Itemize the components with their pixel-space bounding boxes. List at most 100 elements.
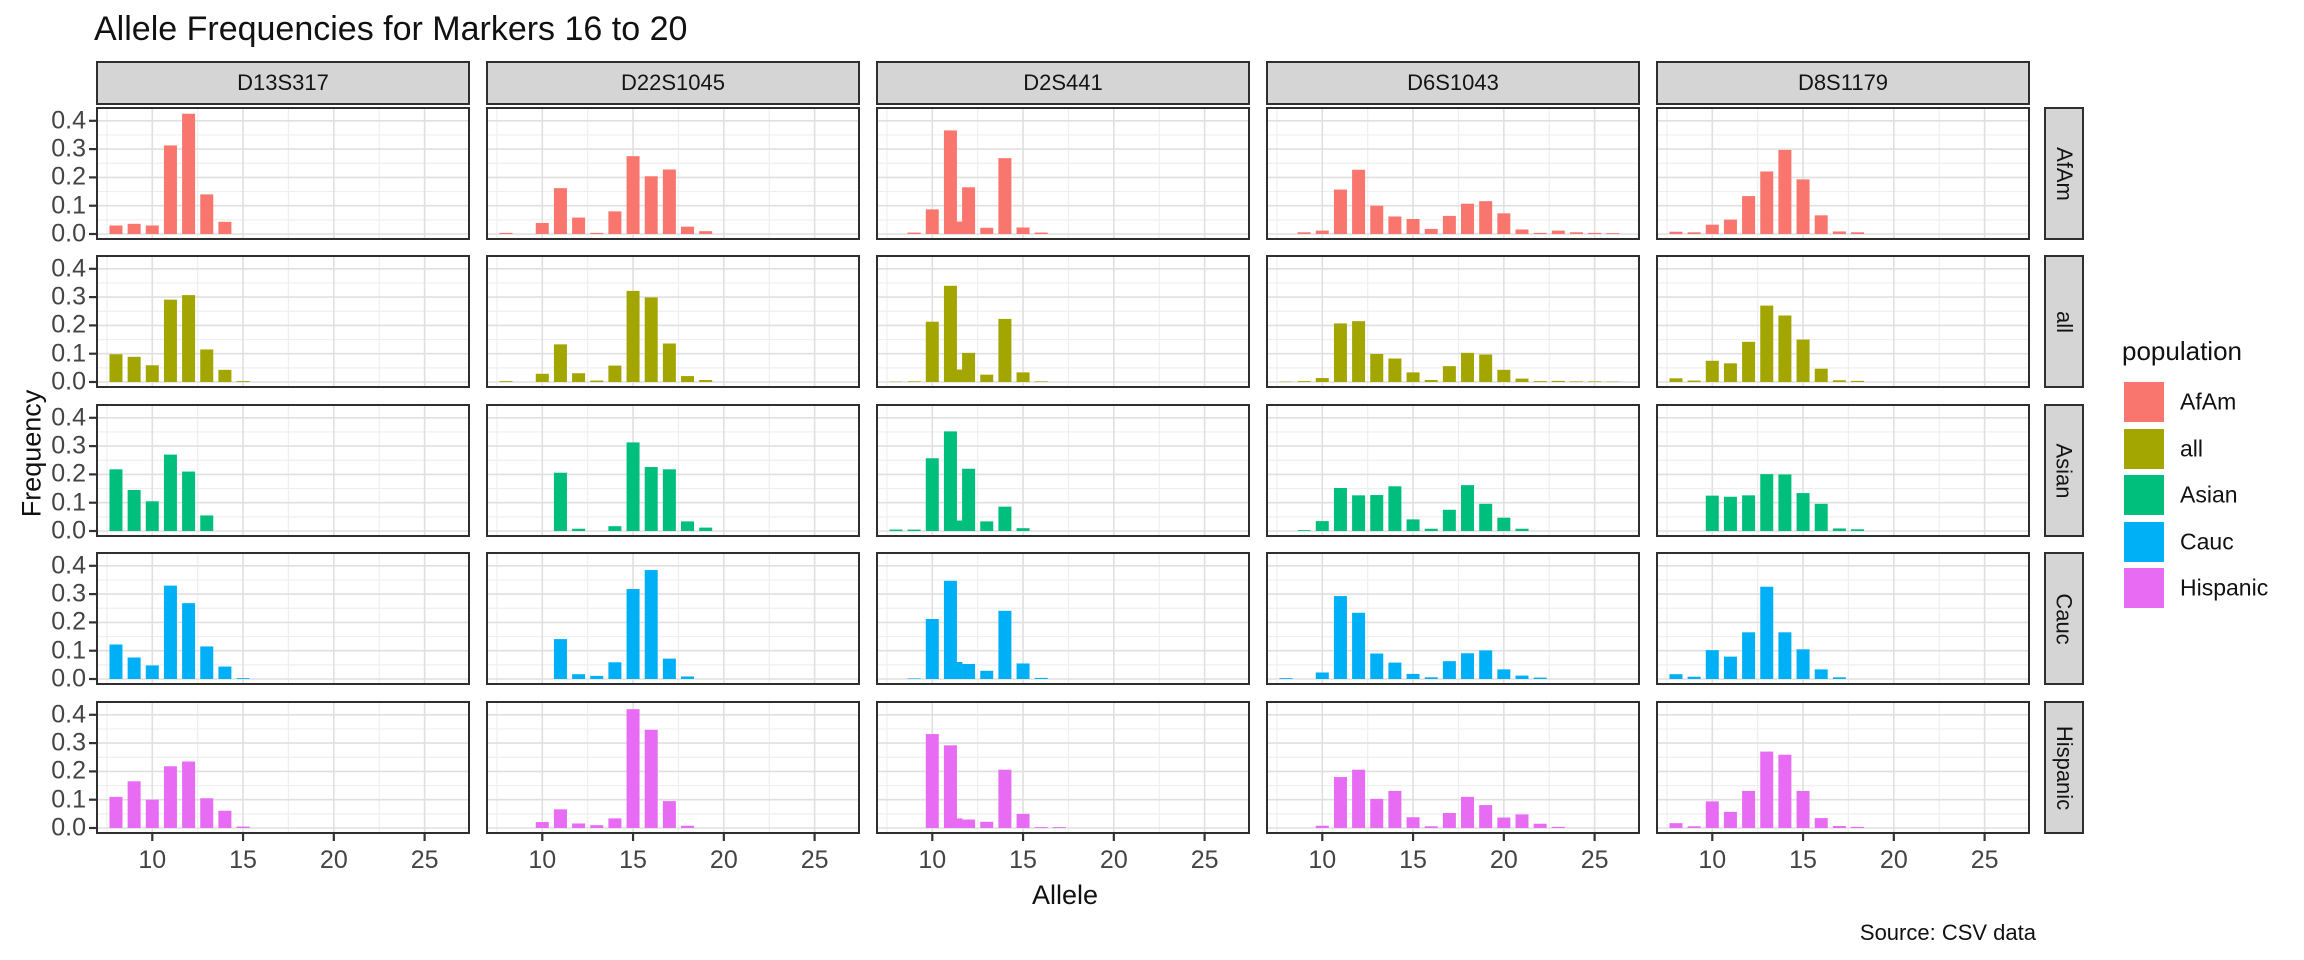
bar-allele-13	[980, 670, 994, 679]
bar-allele-16	[1814, 503, 1828, 531]
bar-allele-10	[1705, 360, 1719, 382]
bar-allele-12	[1742, 790, 1756, 828]
bar-allele-12	[182, 113, 196, 234]
bar-allele-11	[163, 585, 177, 679]
bar-allele-15	[626, 589, 640, 679]
bar-allele-11.3	[949, 221, 963, 234]
y-tick-label: 0.3	[51, 431, 86, 460]
panel-D2S441-all	[876, 255, 1250, 388]
bar-allele-11	[553, 188, 567, 234]
bar-allele-17	[1832, 528, 1846, 531]
bar-allele-18	[1461, 352, 1475, 382]
x-tick-label: 20	[709, 846, 738, 874]
x-tick-label: 15	[1009, 846, 1037, 874]
bar-allele-17	[1052, 827, 1066, 828]
x-tick-label: 20	[1879, 846, 1908, 874]
bar-allele-20	[1497, 669, 1511, 679]
bar-allele-8	[109, 354, 123, 382]
bar-allele-12	[1742, 495, 1756, 531]
bar-allele-12	[962, 352, 976, 382]
column-strip-D2S441: D2S441	[876, 61, 1250, 105]
bar-allele-11	[943, 431, 957, 531]
bar-allele-17	[662, 469, 676, 531]
bar-allele-14	[998, 769, 1012, 828]
bar-allele-9	[127, 356, 141, 382]
bar-allele-11	[1723, 363, 1737, 382]
bar-allele-15	[1016, 663, 1030, 679]
panel-D13S317-Asian	[89, 404, 470, 537]
bar-allele-13	[1370, 495, 1384, 531]
bar-allele-10	[1705, 801, 1719, 828]
bar-allele-16	[1424, 677, 1438, 679]
bar-allele-14	[1388, 486, 1402, 531]
panel-D22S1045-AfAm	[486, 107, 860, 240]
bar-allele-19	[1479, 503, 1493, 531]
y-tick-label: 0.2	[51, 162, 86, 191]
panel-D6S1043-Hispanic	[1266, 701, 1640, 841]
bar-allele-12	[1742, 632, 1756, 680]
bar-allele-13	[1370, 205, 1384, 234]
bar-allele-19	[699, 380, 713, 382]
bar-allele-11	[1333, 487, 1347, 531]
bar-allele-14	[998, 158, 1012, 234]
bar-allele-16	[1424, 826, 1438, 828]
bar-allele-13	[980, 821, 994, 828]
x-tick-label: 25	[1190, 846, 1219, 874]
bar-allele-15	[1016, 227, 1030, 234]
bar-allele-13	[200, 194, 214, 234]
y-tick-label: 0.2	[51, 607, 86, 636]
bar-allele-12	[572, 217, 586, 234]
bar-allele-13	[200, 798, 214, 828]
x-tick-label: 15	[619, 846, 647, 874]
bar-allele-12	[962, 664, 976, 679]
x-axis-title: Allele	[1031, 880, 1099, 910]
bar-allele-11	[163, 145, 177, 234]
y-tick-label: 0.1	[51, 636, 86, 665]
bar-allele-13	[200, 349, 214, 382]
row-strip-all: all	[2044, 255, 2084, 388]
bar-allele-18	[681, 226, 695, 234]
bar-allele-8	[1279, 678, 1293, 679]
y-tick-label: 0.2	[51, 459, 86, 488]
bar-allele-11	[1333, 323, 1347, 382]
bar-allele-10	[535, 822, 549, 828]
x-tick-label: 10	[918, 846, 947, 874]
bar-allele-15	[626, 290, 640, 382]
bar-allele-11	[943, 745, 957, 828]
bar-allele-12	[1352, 769, 1366, 828]
row-strip-AfAm: AfAm	[2044, 107, 2084, 240]
panel-D22S1045-Cauc	[486, 552, 860, 685]
x-tick-label: 15	[1399, 846, 1427, 874]
bar-allele-18	[681, 676, 695, 679]
panel-D13S317-all	[89, 255, 470, 388]
bar-allele-13	[590, 232, 604, 234]
bar-allele-15	[236, 678, 250, 679]
bar-allele-9	[1297, 232, 1311, 234]
bar-allele-16	[1814, 368, 1828, 382]
y-tick-label: 0.3	[51, 282, 86, 311]
source-note: Source: CSV data	[1859, 920, 2036, 945]
panel-D2S441-Cauc	[876, 552, 1250, 685]
bar-allele-13	[590, 825, 604, 828]
bar-allele-9	[1297, 530, 1311, 531]
y-tick-label: 0.0	[51, 664, 86, 693]
bar-allele-22	[1533, 232, 1547, 234]
bar-allele-17	[1832, 231, 1846, 234]
y-tick-label: 0.4	[51, 106, 86, 135]
bar-allele-15	[1016, 528, 1030, 531]
row-strip-Hispanic: Hispanic	[2044, 701, 2084, 834]
bar-allele-16	[1424, 380, 1438, 382]
y-tick-label: 0.0	[51, 516, 86, 545]
panel-D6S1043-AfAm	[1266, 107, 1640, 240]
bar-allele-14	[1778, 754, 1792, 828]
legend-key-Asian	[2124, 475, 2164, 515]
bar-allele-15	[1796, 790, 1810, 828]
y-tick-label: 0.3	[51, 728, 86, 757]
bar-allele-17	[662, 658, 676, 679]
chart-title: Allele Frequencies for Markers 16 to 20	[94, 10, 688, 48]
bar-allele-11	[1333, 596, 1347, 679]
x-tick-label: 10	[1308, 846, 1337, 874]
bar-allele-8	[1669, 378, 1683, 382]
bar-allele-13	[590, 675, 604, 679]
bar-allele-12	[182, 603, 196, 679]
